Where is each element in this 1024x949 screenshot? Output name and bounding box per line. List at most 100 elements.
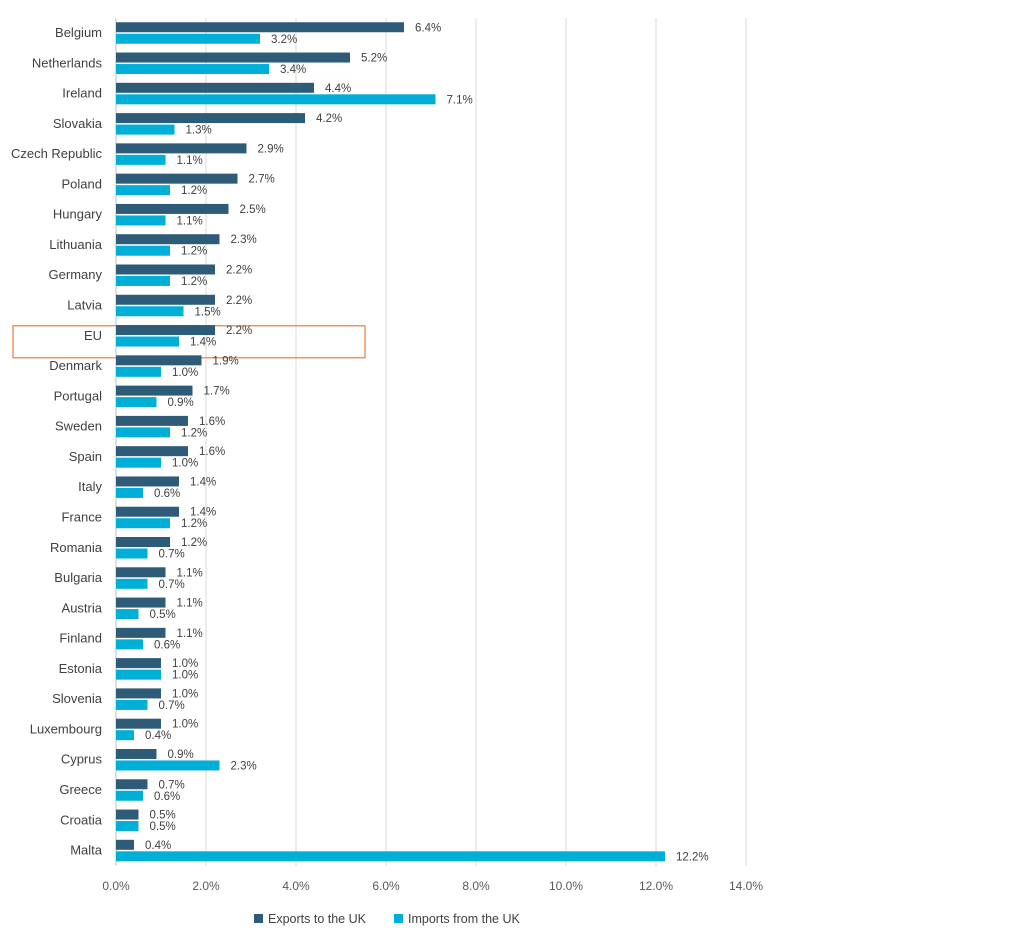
category-label: Cyprus — [61, 752, 103, 767]
data-label: 1.1% — [177, 215, 203, 227]
bar — [116, 809, 139, 820]
category-label: Hungary — [53, 207, 103, 222]
category-label: Denmark — [49, 358, 102, 373]
category-label: Luxembourg — [30, 721, 102, 736]
data-label: 12.2% — [676, 851, 709, 863]
data-label: 1.2% — [181, 537, 207, 549]
bar — [116, 779, 148, 790]
x-tick-label: 14.0% — [729, 879, 763, 893]
data-label: 0.5% — [150, 810, 176, 822]
data-label: 1.4% — [190, 476, 216, 488]
bar — [116, 578, 148, 589]
bar — [116, 366, 161, 377]
x-tick-label: 0.0% — [102, 879, 130, 893]
category-label: EU — [84, 328, 102, 343]
data-label: 3.2% — [271, 34, 297, 46]
x-tick-label: 2.0% — [192, 879, 220, 893]
bar — [116, 597, 166, 608]
data-label: 1.5% — [195, 306, 221, 318]
category-label: Spain — [69, 449, 102, 464]
bar — [116, 82, 314, 93]
data-label: 0.6% — [154, 639, 180, 651]
x-tick-label: 10.0% — [549, 879, 583, 893]
bar — [116, 476, 179, 487]
data-label: 1.1% — [177, 598, 203, 610]
bar — [116, 627, 166, 638]
bar — [116, 245, 170, 256]
bar — [116, 355, 202, 366]
bar — [116, 325, 215, 336]
bar — [116, 203, 229, 214]
data-label: 2.5% — [240, 204, 266, 216]
x-tick-label: 4.0% — [282, 879, 310, 893]
bar — [116, 234, 220, 245]
category-label: Greece — [59, 782, 102, 797]
data-label: 0.7% — [159, 700, 185, 712]
category-label: Latvia — [67, 298, 102, 313]
category-label: Slovakia — [53, 116, 103, 131]
category-label: Croatia — [60, 812, 103, 827]
data-label: 1.9% — [213, 355, 239, 367]
category-label: France — [62, 509, 102, 524]
category-label: Bulgaria — [54, 570, 102, 585]
data-label: 1.2% — [181, 185, 207, 197]
category-label: Slovenia — [52, 691, 103, 706]
data-label: 1.1% — [177, 155, 203, 167]
data-label: 7.1% — [447, 94, 473, 106]
data-label: 6.4% — [415, 22, 441, 34]
bar — [116, 609, 139, 620]
bar — [116, 275, 170, 286]
x-tick-label: 12.0% — [639, 879, 673, 893]
bar — [116, 185, 170, 196]
category-label: Czech Republic — [11, 146, 103, 161]
bar — [116, 446, 188, 457]
bar — [116, 548, 148, 559]
data-label: 1.3% — [186, 125, 212, 137]
bar — [116, 821, 139, 832]
category-label: Portugal — [54, 388, 103, 403]
data-label: 0.4% — [145, 840, 171, 852]
data-label: 1.0% — [172, 458, 198, 470]
bar — [116, 839, 134, 850]
data-label: 0.7% — [159, 779, 185, 791]
category-label: Italy — [78, 479, 102, 494]
bar — [116, 385, 193, 396]
data-label: 5.2% — [361, 53, 387, 65]
bar — [116, 658, 161, 669]
bar — [116, 639, 143, 650]
x-tick-label: 8.0% — [462, 879, 490, 893]
category-label: Netherlands — [32, 55, 103, 70]
bar — [116, 306, 184, 317]
data-label: 2.2% — [226, 264, 252, 276]
category-label: Lithuania — [49, 237, 103, 252]
data-label: 1.2% — [181, 246, 207, 258]
bar — [116, 397, 157, 408]
x-tick-label: 6.0% — [372, 879, 400, 893]
data-label: 1.4% — [190, 337, 216, 349]
data-label: 1.0% — [172, 658, 198, 670]
data-label: 1.1% — [177, 628, 203, 640]
bar — [116, 567, 166, 578]
legend-label: Imports from the UK — [408, 912, 520, 926]
data-label: 0.9% — [168, 397, 194, 409]
bar — [116, 33, 260, 44]
data-label: 1.1% — [177, 567, 203, 579]
data-label: 0.4% — [145, 730, 171, 742]
data-label: 0.7% — [159, 579, 185, 591]
bar — [116, 699, 148, 710]
bar — [116, 427, 170, 438]
data-label: 1.4% — [190, 507, 216, 519]
bar — [116, 537, 170, 548]
bar — [116, 718, 161, 729]
bar — [116, 688, 161, 699]
bar — [116, 457, 161, 468]
bar — [116, 294, 215, 305]
category-label: Finland — [59, 631, 102, 646]
bar — [116, 264, 215, 275]
data-label: 1.0% — [172, 367, 198, 379]
category-label: Germany — [49, 267, 103, 282]
bar — [116, 851, 665, 862]
category-label: Belgium — [55, 25, 102, 40]
